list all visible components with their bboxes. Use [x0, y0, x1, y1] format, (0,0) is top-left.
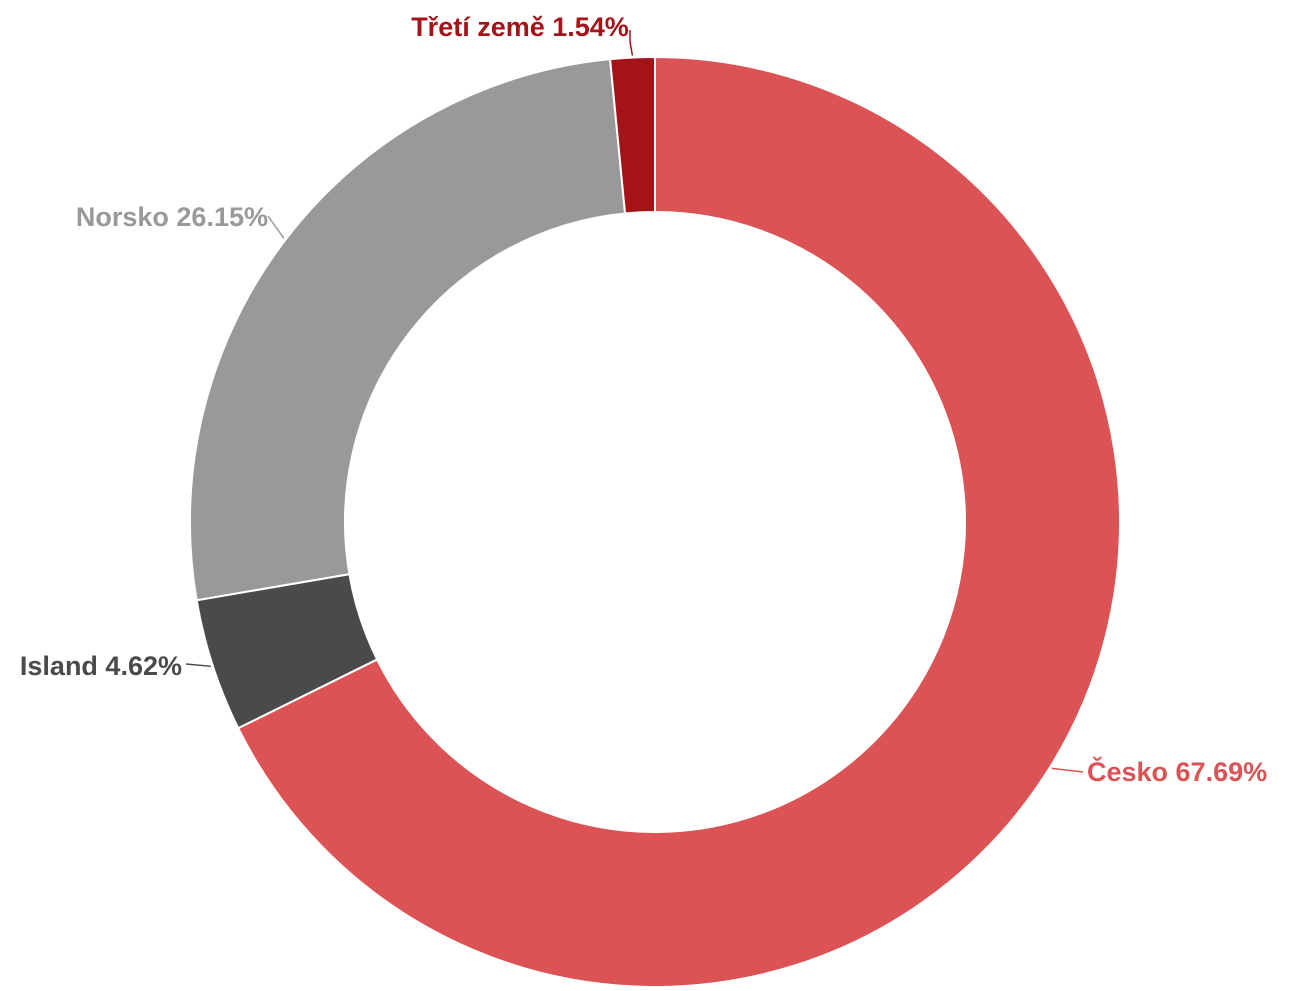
leader-line-cesko — [1051, 767, 1084, 773]
label-norsko: Norsko 26.15% — [76, 202, 268, 232]
slice-norsko[interactable] — [189, 58, 627, 602]
label-island: Island 4.62% — [20, 651, 182, 681]
label-cesko: Česko 67.69% — [1087, 756, 1267, 787]
slice-treti-zeme[interactable] — [608, 55, 656, 215]
leader-line-island — [185, 663, 211, 668]
slices-layer — [189, 55, 1121, 988]
leader-line-treti-zeme — [629, 30, 634, 56]
leader-line-norsko — [267, 215, 285, 239]
labels-layer: Česko 67.69% Island 4.62% Norsko 26.15% Tře… — [20, 12, 1267, 787]
slice-cesko[interactable] — [236, 55, 1121, 988]
label-treti-zeme: Třetí země 1.54% — [411, 12, 629, 42]
